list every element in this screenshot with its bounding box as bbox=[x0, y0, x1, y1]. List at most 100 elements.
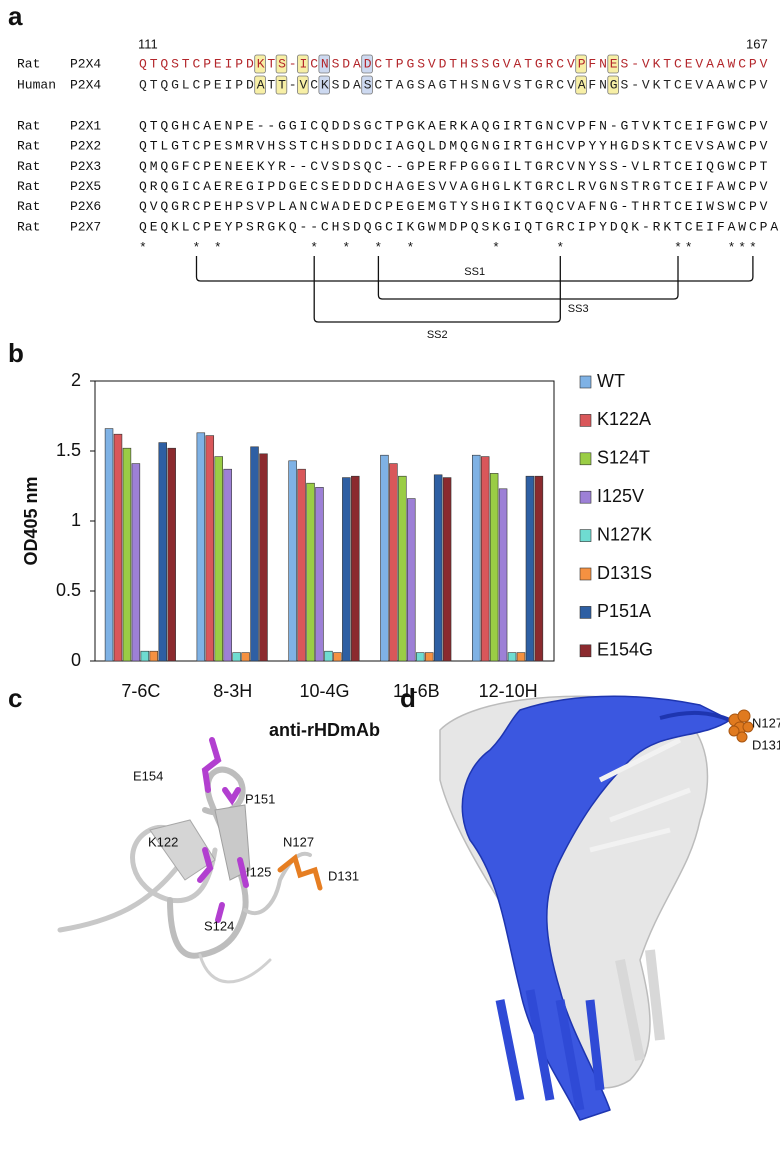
sequence-segment: D bbox=[364, 56, 375, 71]
bar bbox=[433, 474, 443, 662]
residue-label: N127 bbox=[283, 834, 314, 849]
legend-label: WT bbox=[597, 371, 625, 391]
panel-label: c bbox=[8, 683, 22, 713]
residue-box bbox=[361, 54, 373, 74]
species: Rat bbox=[17, 159, 40, 174]
bar bbox=[223, 468, 232, 662]
residue-label: S124 bbox=[204, 918, 234, 933]
legend-swatch bbox=[579, 644, 592, 658]
sequence-segment: SDA bbox=[332, 56, 364, 71]
legend-swatch bbox=[579, 452, 592, 466]
bar bbox=[167, 447, 176, 662]
protein: P2X3 bbox=[70, 159, 101, 174]
residue-start: 111 bbox=[138, 36, 158, 51]
legend-label: K122A bbox=[597, 409, 651, 429]
residue-box bbox=[575, 54, 587, 74]
residue-box bbox=[361, 75, 373, 95]
bar bbox=[259, 453, 268, 662]
species: Rat bbox=[17, 139, 40, 154]
protein: P2X2 bbox=[70, 139, 101, 154]
legend-label: E154G bbox=[597, 640, 653, 660]
bar bbox=[489, 473, 499, 662]
sequence-segment: P bbox=[578, 56, 589, 71]
bar bbox=[315, 487, 324, 662]
bar bbox=[297, 468, 306, 662]
bar bbox=[196, 432, 206, 662]
residue-label: K122 bbox=[148, 834, 178, 849]
residue-end: 167 bbox=[746, 36, 768, 51]
sequence-segment: A bbox=[257, 77, 268, 92]
sequence-segment: - bbox=[289, 56, 300, 71]
structure-d bbox=[439, 695, 754, 1121]
sequence-segment: FN bbox=[588, 77, 609, 92]
bar bbox=[534, 475, 544, 662]
residue-box bbox=[607, 75, 619, 95]
residue-box bbox=[254, 75, 266, 95]
legend-label: I125V bbox=[597, 486, 644, 506]
bar bbox=[241, 652, 250, 662]
bond-label: SS1 bbox=[464, 266, 485, 278]
sequence-segment: SDA bbox=[332, 77, 364, 92]
sequence-segment: V bbox=[300, 77, 311, 92]
residue-box bbox=[318, 75, 330, 95]
sequence-segment: S bbox=[364, 77, 375, 92]
bar bbox=[471, 454, 481, 662]
bar bbox=[507, 652, 517, 662]
disulfide-bracket bbox=[313, 256, 561, 323]
sequence: QEQKLCPEYPSRGKQ--CHSDQGCIKGWMDPQSKGIQTGR… bbox=[139, 219, 780, 234]
residue-label: P151 bbox=[245, 791, 275, 806]
residue-label: N127 bbox=[752, 715, 780, 730]
sequence-segment: S-VKTCEVAAWCPV bbox=[621, 77, 771, 92]
x-axis-label: anti-rHDmAb bbox=[269, 720, 380, 740]
sequence-segment: N bbox=[321, 56, 332, 71]
bar bbox=[113, 433, 123, 662]
bar bbox=[122, 447, 132, 662]
sequence-segment: E bbox=[610, 56, 621, 71]
bar bbox=[149, 650, 159, 662]
residue-label: D131 bbox=[328, 868, 359, 883]
protein: P2X4 bbox=[70, 56, 101, 71]
y-tick-label: 0 bbox=[71, 650, 81, 670]
species: Rat bbox=[17, 219, 40, 234]
protein: P2X7 bbox=[70, 219, 101, 234]
sequence: QRQGICAEREGIPDGECSEDDDCHAGESVVAGHGLKTGRC… bbox=[139, 179, 770, 194]
sequence-segment: G bbox=[610, 77, 621, 92]
bar bbox=[232, 652, 241, 662]
y-tick-label: 2 bbox=[71, 370, 81, 390]
bar bbox=[140, 650, 150, 662]
bar bbox=[389, 463, 398, 662]
sequence-segment: S bbox=[278, 56, 289, 71]
legend-swatch bbox=[579, 567, 592, 581]
sequence-segment: QTQSTCPEIPD bbox=[139, 56, 257, 71]
bar bbox=[306, 482, 315, 662]
sequence-segment: CTPGSVDTHSSGVATGRCV bbox=[374, 56, 577, 71]
residue-box bbox=[318, 54, 330, 74]
bar bbox=[333, 652, 342, 662]
conservation: * * * * * * * * * ** *** bbox=[139, 240, 760, 255]
bar bbox=[516, 652, 526, 662]
bar bbox=[250, 446, 259, 662]
sequence-segment: S-VKTCEVAAWCPV bbox=[621, 56, 771, 71]
bar bbox=[498, 488, 508, 662]
residue-box bbox=[254, 54, 266, 74]
x-tick-label: 7-6C bbox=[121, 681, 160, 701]
panel-label: d bbox=[400, 683, 416, 713]
sequence-segment: K bbox=[321, 77, 332, 92]
legend-label: N127K bbox=[597, 524, 652, 544]
sequence: QTLGTCPESMRVHSSTCHSDDDCIAGQLDMQGNGIRTGHC… bbox=[139, 139, 770, 154]
bar bbox=[214, 456, 223, 662]
species: Rat bbox=[17, 179, 40, 194]
sequence-segment: C bbox=[310, 77, 321, 92]
bar bbox=[380, 454, 389, 662]
bar bbox=[424, 652, 434, 662]
x-tick-label: 8-3H bbox=[213, 681, 252, 701]
bar bbox=[407, 498, 416, 662]
sequence-segment: K bbox=[257, 56, 268, 71]
bar bbox=[525, 475, 535, 662]
legend-swatch bbox=[579, 414, 592, 427]
sequence-segment: T bbox=[278, 77, 289, 92]
bar bbox=[442, 477, 452, 662]
legend-label: D131S bbox=[597, 563, 652, 583]
sequence-segment: A bbox=[578, 77, 589, 92]
bar bbox=[104, 428, 114, 662]
